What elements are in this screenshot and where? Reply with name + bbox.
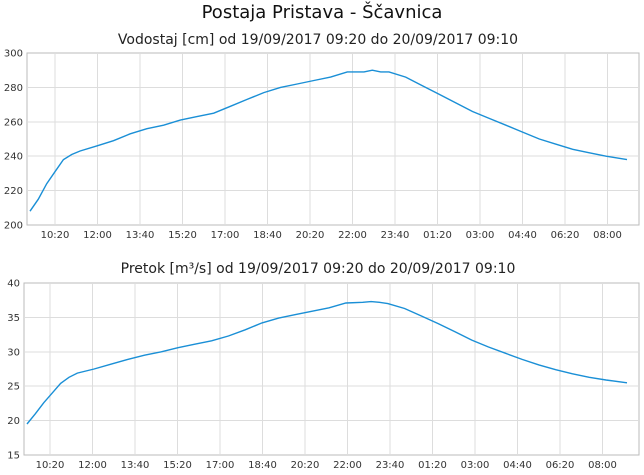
y-tick-label: 15 bbox=[7, 451, 20, 462]
x-tick-label: 10:20 bbox=[41, 230, 70, 241]
x-tick-label: 06:20 bbox=[546, 460, 575, 471]
x-tick-label: 10:20 bbox=[36, 460, 65, 471]
y-tick-label: 25 bbox=[7, 382, 20, 393]
x-ticks-discharge: 10:20 12:00 13:40 15:20 17:00 18:40 20:20 22:00… bbox=[36, 460, 617, 471]
x-tick-label: 01:20 bbox=[418, 460, 447, 471]
y-tick-label: 220 bbox=[4, 186, 23, 197]
x-tick-label: 06:20 bbox=[551, 230, 580, 241]
y-tick-label: 40 bbox=[7, 279, 20, 290]
x-tick-label: 15:20 bbox=[163, 460, 192, 471]
x-tick-label: 12:00 bbox=[78, 460, 107, 471]
grid-water-level bbox=[27, 53, 639, 225]
x-tick-label: 18:40 bbox=[253, 230, 282, 241]
x-tick-label: 22:00 bbox=[333, 460, 362, 471]
x-tick-label: 08:00 bbox=[588, 460, 617, 471]
y-tick-label: 200 bbox=[4, 221, 23, 232]
series-line-water-level bbox=[29, 69, 628, 212]
y-tick-label: 280 bbox=[4, 83, 23, 94]
x-tick-label: 17:00 bbox=[206, 460, 235, 471]
y-tick-label: 260 bbox=[4, 117, 23, 128]
y-tick-label: 30 bbox=[7, 347, 20, 358]
x-tick-label: 22:00 bbox=[338, 230, 367, 241]
x-tick-label: 20:20 bbox=[291, 460, 320, 471]
x-tick-label: 17:00 bbox=[211, 230, 240, 241]
y-tick-label: 20 bbox=[7, 416, 20, 427]
plot-area-water-level bbox=[26, 52, 640, 226]
x-tick-label: 23:40 bbox=[381, 230, 410, 241]
plot-area-discharge bbox=[23, 282, 640, 456]
x-tick-label: 04:40 bbox=[508, 230, 537, 241]
main-title: Postaja Pristava - Ščavnica bbox=[201, 2, 443, 23]
x-tick-label: 15:20 bbox=[168, 230, 197, 241]
x-tick-label: 23:40 bbox=[376, 460, 405, 471]
x-tick-label: 03:00 bbox=[466, 230, 495, 241]
y-ticks-water-level: 200 220 240 260 280 300 bbox=[4, 49, 23, 232]
x-tick-label: 12:00 bbox=[83, 230, 112, 241]
x-tick-label: 03:00 bbox=[461, 460, 490, 471]
series-line-discharge bbox=[26, 300, 628, 425]
y-tick-label: 240 bbox=[4, 152, 23, 163]
x-ticks-water-level: 10:20 12:00 13:40 15:20 17:00 18:40 20:20 22:00… bbox=[41, 230, 622, 241]
y-tick-label: 35 bbox=[7, 313, 20, 324]
chart-discharge: Pretok [m³/s] od 19/09/2017 09:20 do 20/… bbox=[7, 261, 640, 471]
chart-title-discharge: Pretok [m³/s] od 19/09/2017 09:20 do 20/… bbox=[121, 261, 516, 277]
x-tick-label: 13:40 bbox=[121, 460, 150, 471]
x-tick-label: 01:20 bbox=[423, 230, 452, 241]
x-tick-label: 08:00 bbox=[593, 230, 622, 241]
x-tick-label: 13:40 bbox=[126, 230, 155, 241]
x-tick-label: 18:40 bbox=[248, 460, 277, 471]
x-tick-label: 04:40 bbox=[503, 460, 532, 471]
y-ticks-discharge: 15 20 25 30 35 40 bbox=[7, 279, 20, 462]
chart-water-level: Vodostaj [cm] od 19/09/2017 09:20 do 20/… bbox=[4, 32, 640, 241]
x-tick-label: 20:20 bbox=[296, 230, 325, 241]
y-tick-label: 300 bbox=[4, 49, 23, 60]
chart-title-water-level: Vodostaj [cm] od 19/09/2017 09:20 do 20/… bbox=[118, 32, 518, 48]
